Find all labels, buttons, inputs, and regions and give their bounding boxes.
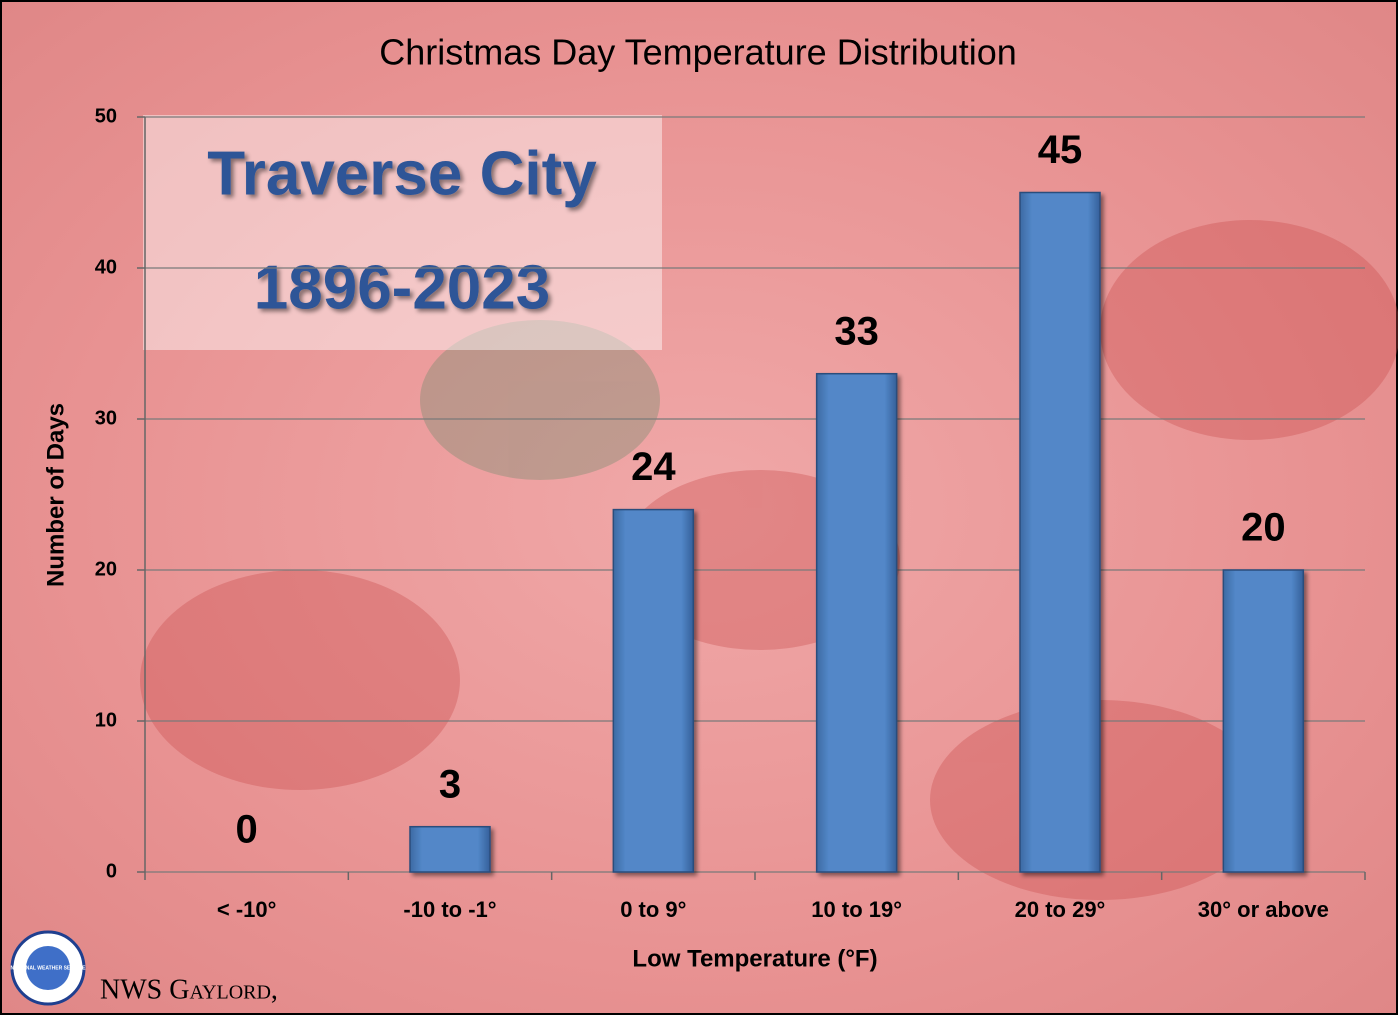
y-tick-label: 40: [95, 256, 117, 278]
bar: [815, 372, 898, 873]
bar: [409, 825, 491, 873]
x-axis-title: Low Temperature (°F): [632, 945, 877, 972]
x-tick-label: -10 to -1°: [403, 897, 496, 922]
x-tick-label: 30° or above: [1198, 897, 1329, 922]
x-tick-label: < -10°: [217, 897, 277, 922]
data-label: 0: [236, 808, 258, 852]
data-label: 24: [631, 445, 676, 489]
x-tick-label: 0 to 9°: [620, 897, 686, 922]
logo-inner: [26, 946, 70, 990]
x-tick-label: 10 to 19°: [811, 897, 902, 922]
bar: [1019, 191, 1101, 873]
y-tick-label: 20: [95, 558, 117, 580]
logo-text: NATIONAL WEATHER SERVICE: [11, 965, 87, 971]
data-label: 33: [834, 309, 879, 353]
y-tick-label: 10: [95, 709, 117, 731]
credit: NWS Gaylord,: [100, 974, 278, 1005]
y-tick-label: 50: [95, 105, 117, 127]
annotation: 1896-2023: [254, 253, 551, 322]
bar: [1222, 569, 1305, 873]
annotation-box: [143, 115, 662, 350]
chart-title: Christmas Day Temperature Distribution: [379, 32, 1017, 73]
data-label: 20: [1241, 506, 1286, 550]
y-tick-label: 0: [106, 860, 117, 882]
data-label: 3: [439, 762, 461, 806]
data-label: 45: [1038, 128, 1083, 172]
bar: [612, 508, 695, 873]
y-tick-label: 30: [95, 407, 117, 429]
x-tick-label: 20 to 29°: [1015, 897, 1106, 922]
y-axis-title: Number of Days: [42, 403, 69, 587]
annotation: Traverse City: [207, 139, 597, 208]
